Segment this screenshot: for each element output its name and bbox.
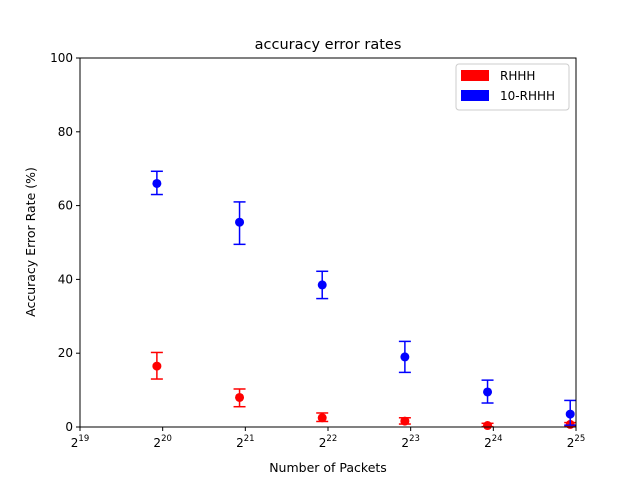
y-tick-label: 0: [65, 420, 73, 434]
x-tick-label: 223: [401, 434, 419, 450]
x-tick-label: 221: [236, 434, 254, 450]
legend-swatch: [461, 90, 489, 101]
y-tick-label: 20: [58, 346, 73, 360]
legend-swatch: [461, 70, 489, 81]
x-tick-exponent: 19: [78, 434, 89, 444]
data-point: [235, 217, 245, 227]
x-tick-base: 2: [319, 436, 327, 450]
data-point: [235, 392, 245, 402]
x-tick-label: 224: [484, 434, 502, 450]
x-tick-base: 2: [484, 436, 492, 450]
data-point: [152, 361, 162, 371]
data-point: [317, 413, 327, 423]
y-tick-label: 40: [58, 272, 73, 286]
x-tick-exponent: 20: [161, 434, 172, 444]
x-tick-base: 2: [153, 436, 161, 450]
y-tick-label: 100: [50, 51, 73, 65]
y-axis-label: Accuracy Error Rate (%): [23, 167, 38, 317]
x-tick-base: 2: [401, 436, 409, 450]
x-tick-label: 225: [567, 434, 585, 450]
x-tick-exponent: 25: [574, 434, 585, 444]
y-tick-label: 80: [58, 125, 73, 139]
legend-label: RHHH: [500, 69, 535, 83]
y-tick-label: 60: [58, 199, 73, 213]
data-point: [483, 387, 493, 397]
x-tick-label: 219: [71, 434, 89, 450]
axes-frame: [79, 57, 577, 428]
data-point: [400, 352, 410, 362]
x-tick-exponent: 23: [409, 434, 420, 444]
legend-label: 10-RHHH: [500, 89, 555, 103]
x-tick-exponent: 22: [326, 434, 337, 444]
data-point: [317, 280, 327, 290]
x-tick-base: 2: [236, 436, 244, 450]
x-tick-base: 2: [567, 436, 575, 450]
x-tick-exponent: 24: [492, 434, 503, 444]
data-point: [483, 421, 493, 431]
legend: RHHH 10-RHHH: [455, 63, 570, 111]
x-tick-exponent: 21: [244, 434, 255, 444]
x-axis-label: Number of Packets: [269, 460, 387, 475]
data-point: [152, 178, 162, 188]
x-tick-base: 2: [71, 436, 79, 450]
data-point: [565, 409, 575, 419]
x-tick-label: 222: [319, 434, 337, 450]
data-point: [400, 416, 410, 426]
x-tick-label: 220: [153, 434, 171, 450]
chart-title: accuracy error rates: [255, 37, 402, 53]
